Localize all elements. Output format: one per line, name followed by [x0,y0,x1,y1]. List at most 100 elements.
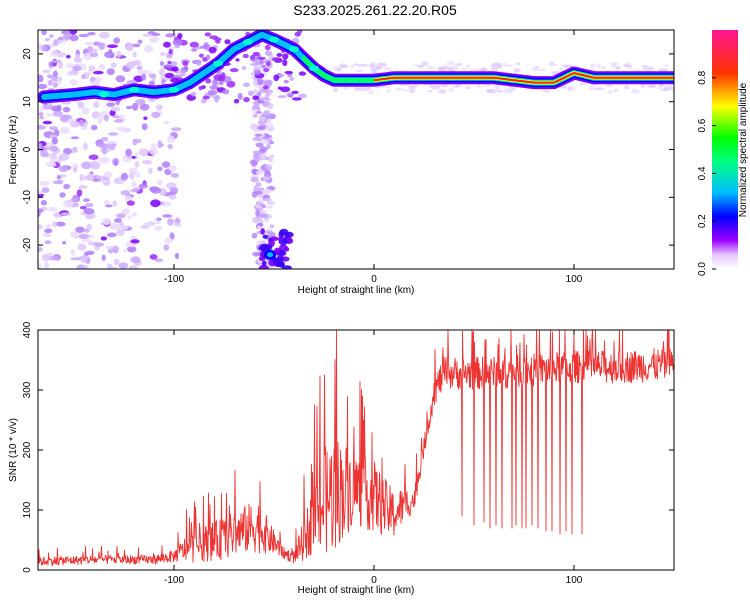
spectral-blob [265,163,273,171]
spectral-blob [277,95,287,99]
spectral-blob [548,63,558,67]
spectral-blob [52,180,61,185]
spectral-blob [125,105,133,110]
spectral-blob [87,32,96,36]
spectral-blob [263,68,270,72]
ridge-hotspot [289,46,299,53]
spectral-blob [113,119,124,123]
spectral-blob [121,127,130,133]
spectral-blob [62,39,67,43]
spectrogram-y-axis-label: Frequency (Hz) [8,116,19,185]
spectral-blob [588,86,596,91]
spectral-blob [61,30,71,35]
spectral-blob [269,154,275,159]
spectral-blob [170,127,182,132]
spectral-blob [166,54,173,59]
spectral-blob [437,66,447,70]
spectral-blob [116,229,125,236]
spectral-blob [262,85,269,90]
spectral-blob [420,61,429,67]
spectral-blob [79,119,85,127]
spectral-blob [257,98,262,103]
spectral-blob [222,89,230,95]
spectral-blob [46,113,53,117]
spectral-blob [609,62,619,66]
spectral-blob [138,148,149,156]
spectral-blob [82,238,92,243]
spectral-blob [116,213,126,219]
spectral-blob [276,255,284,262]
spectral-blob [289,77,294,81]
spectral-blob [159,52,167,56]
spectral-blob [199,53,204,58]
spectral-blob [212,79,218,86]
spectral-blob [204,32,212,37]
spectral-blob [40,200,48,206]
spectral-blob [438,89,447,94]
spectral-blob [267,201,275,205]
spectral-blob [52,82,59,88]
spectral-blob [81,161,92,170]
spectral-blob [125,148,132,157]
spectral-blob [113,159,118,167]
spectral-blob [41,253,51,262]
spectral-blob [123,248,129,252]
spectral-blob [412,63,419,67]
spectral-blob [62,240,67,245]
spectral-blob [128,265,139,269]
spectral-blob [127,215,132,220]
spectral-blob [38,125,46,130]
spectral-blob [513,70,519,73]
spectral-blob [72,65,82,72]
spectral-blob [370,68,379,72]
spectral-blob [243,97,250,103]
spectral-blob [58,153,70,161]
spectral-blob [73,166,78,173]
spectral-blob [134,152,139,157]
spectral-blob [43,261,49,269]
spectral-blob [39,112,44,117]
spectral-blob [99,156,110,164]
spectral-blob [163,41,171,48]
spectral-blob [282,53,289,60]
spectral-blob [633,69,640,72]
spectral-blob [131,188,140,193]
spectral-blob [49,126,58,131]
spectral-blob [88,154,99,160]
spectral-blob [504,64,513,68]
spectral-blob [482,84,492,87]
spectral-blob [242,53,249,59]
spectral-blob [79,206,87,210]
spectral-blob [481,67,487,73]
spectral-blob [44,228,53,234]
spectral-blob [254,70,261,75]
spectral-blob [156,217,162,221]
spectrogram-x-tick-label: 100 [566,274,583,285]
spectral-blob [149,186,159,192]
spectral-blob [177,33,183,39]
spectral-blob [623,64,630,68]
spectral-blob [53,129,60,137]
snr-x-tick-label: -100 [164,575,184,586]
spectral-blob [52,70,58,78]
colorbar-tick-label: 0.4 [697,166,708,180]
spectral-blob [427,90,433,93]
spectral-blob [70,136,79,140]
spectral-blob [258,89,267,93]
spectral-blob [284,247,290,252]
spectral-blob [258,256,266,261]
spectral-blob [77,101,85,109]
spectral-blob [103,114,109,122]
spectral-blob [401,89,411,92]
spectral-blob [386,89,391,93]
spectral-blob [93,48,98,53]
spectral-blob [69,34,79,42]
spectral-blob [63,199,74,208]
spectral-blob [497,89,503,93]
spectral-blob [264,50,273,56]
spectral-blob [164,64,174,69]
spectral-blob [112,200,118,207]
spectral-blob [107,132,119,136]
spectral-blob [103,199,110,205]
spectral-blob [213,95,221,100]
